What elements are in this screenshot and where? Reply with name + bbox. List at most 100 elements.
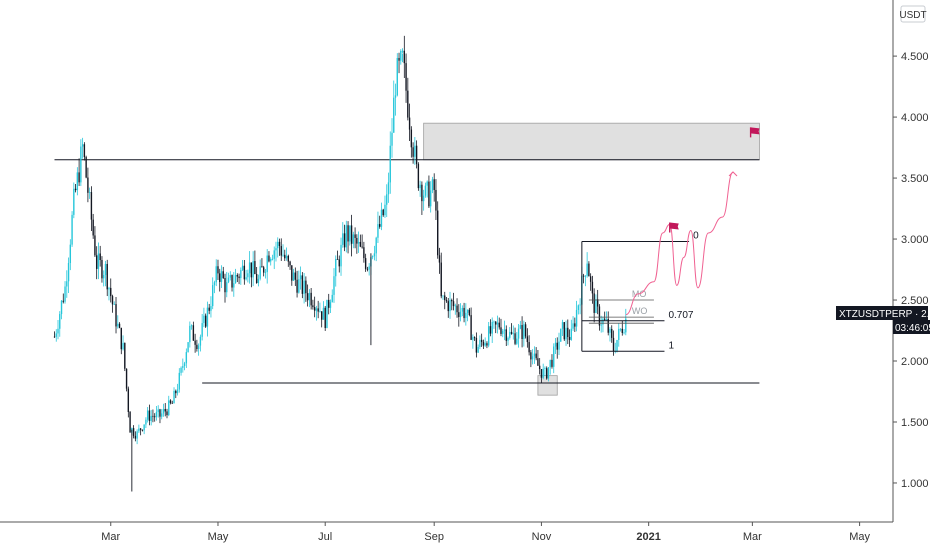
candle-body [57, 328, 59, 334]
candle-body [535, 353, 537, 359]
candle-body [194, 340, 196, 345]
candle-body [92, 219, 94, 236]
candle-body [572, 323, 574, 329]
candle-body [512, 333, 514, 335]
candle-body [612, 337, 615, 352]
candle-body [111, 296, 114, 305]
candle-body [473, 337, 476, 339]
candle-body [519, 325, 522, 329]
candle-body [517, 328, 520, 339]
candle-body [157, 409, 159, 413]
candle-body [445, 300, 448, 302]
symbol-price-badge [836, 306, 928, 320]
candle-body [182, 366, 184, 368]
candle-body [120, 327, 122, 350]
symbol-name: XTZUSDTPERP [839, 309, 913, 320]
y-tick-label: 4.000 [901, 112, 929, 124]
candle-body [616, 339, 618, 351]
zones-layer [423, 122, 760, 396]
candle-body [468, 309, 471, 316]
price-badges: XTZUSDTPERP · 2.344 03:46:05 [836, 306, 932, 334]
x-tick-label: Sep [424, 531, 444, 543]
candle-body [510, 331, 513, 334]
candle-body [183, 363, 186, 367]
candle-body [78, 172, 80, 183]
candle-body [505, 329, 507, 341]
candle-body [516, 338, 518, 344]
candle-body [69, 244, 72, 264]
candle-body [486, 343, 488, 346]
candle-body [315, 308, 318, 311]
candle-body [171, 402, 173, 404]
candle-body [67, 263, 70, 282]
candle-body [554, 342, 557, 347]
candle-body [252, 261, 254, 278]
candle-body [83, 144, 86, 158]
candle-body [428, 181, 430, 207]
candle-body [452, 301, 455, 307]
candle-body [312, 305, 314, 308]
candle-body [463, 307, 465, 319]
candle-body [203, 315, 205, 324]
candle-body [343, 233, 346, 248]
candle-body [437, 210, 439, 256]
symbol-price-text: XTZUSDTPERP · 2.344 [839, 309, 932, 320]
candle-body [466, 309, 469, 313]
candle-body [417, 163, 420, 189]
candle-body [454, 305, 456, 307]
projection-path [625, 171, 734, 316]
candle-body [449, 299, 451, 312]
last-price: 2.344 [921, 309, 932, 320]
candle-body [173, 390, 175, 404]
candle-body [429, 190, 432, 207]
candle-body [326, 299, 328, 328]
y-tick-label: 4.500 [901, 51, 929, 63]
candle-body [124, 342, 126, 369]
candle-body [201, 323, 203, 337]
candle-body [280, 246, 282, 256]
candle-body [190, 325, 193, 327]
candle-body [531, 356, 534, 360]
candle-body [451, 299, 453, 302]
candle-body [491, 322, 493, 334]
candle-body [192, 325, 195, 341]
candle-body [384, 204, 386, 216]
candle-body [502, 330, 504, 334]
candle-body [204, 315, 207, 327]
y-tick-label: 2.000 [901, 356, 929, 368]
candle-body [129, 411, 131, 433]
candle-body [514, 333, 516, 344]
candle-body [605, 319, 608, 320]
candle-body [125, 368, 128, 389]
y-tick-label: 1.500 [901, 417, 929, 429]
projection-layer [625, 127, 760, 316]
candle-body [538, 365, 541, 369]
levels-layer [54, 159, 760, 384]
candle-body [166, 411, 168, 416]
candle-body [350, 225, 353, 244]
y-tick-label: 1.000 [901, 478, 929, 490]
candle-body [371, 256, 374, 258]
candle-body [308, 292, 311, 301]
candle-body [338, 259, 340, 267]
candle-body [577, 305, 580, 311]
projection-arrowhead [728, 171, 738, 177]
currency-badge[interactable] [900, 5, 926, 23]
candle-body [345, 225, 348, 248]
candle-body [553, 346, 555, 367]
candle-body [591, 281, 594, 294]
candle-body [324, 307, 326, 328]
fib-label-1: 1 [668, 340, 674, 351]
candle-body [148, 410, 151, 421]
candle-body [113, 304, 115, 305]
x-tick-label: May [208, 531, 229, 543]
candle-body [487, 326, 490, 346]
candle-body [544, 368, 546, 370]
candle-body [521, 325, 523, 340]
candle-body [567, 327, 569, 338]
candle-body [556, 342, 558, 350]
candle-body [87, 177, 89, 193]
candle-body [101, 260, 103, 279]
